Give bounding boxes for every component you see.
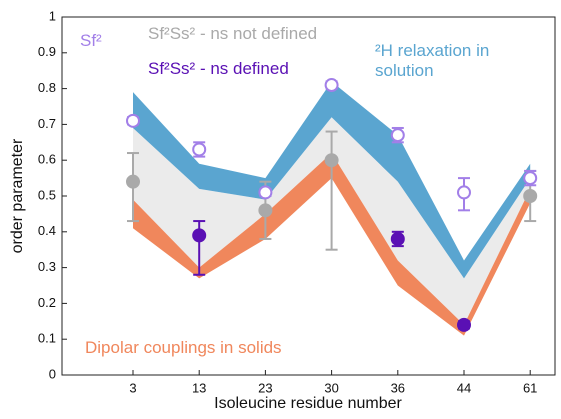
point [258, 185, 273, 200]
x-axis-label: Isoleucine residue number [214, 395, 402, 412]
legend-label: Dipolar couplings in solids [85, 338, 282, 357]
legend-entry: Sf²Ss² - ns not defined [148, 24, 318, 43]
x-tick-label: 30 [324, 380, 338, 395]
legend-entry: Sf²Ss² - ns defined [148, 59, 289, 78]
y-tick-label: 0 [49, 366, 56, 381]
y-tick-label: 0.7 [38, 116, 56, 131]
y-tick-label: 0.5 [38, 187, 56, 202]
y-tick-label: 0.9 [38, 44, 56, 59]
band [133, 81, 531, 279]
point [523, 189, 538, 203]
x-tick-label: 36 [391, 380, 405, 395]
legend-entry: ²H relaxation in solution [375, 41, 490, 80]
y-axis-label: order parameter [9, 138, 26, 253]
legend-entry: Sf² [80, 31, 102, 50]
x-tick-label: 44 [457, 380, 471, 395]
y-tick-label: 0.6 [38, 152, 56, 167]
x-tick-label: 23 [258, 380, 272, 395]
x-tick-label: 13 [192, 380, 206, 395]
legend-label: Sf²Ss² - ns defined [148, 59, 289, 78]
gap-fill [133, 117, 531, 325]
x-tick-label: 3 [129, 380, 136, 395]
point [126, 174, 140, 189]
point [324, 78, 339, 93]
point [457, 185, 471, 200]
y-tick-label: 0.2 [38, 295, 56, 310]
y-tick-label: 0.1 [38, 331, 56, 346]
point [523, 171, 538, 186]
point [390, 231, 405, 246]
point [192, 228, 207, 243]
point [192, 142, 207, 157]
point [324, 153, 339, 168]
legend-label: Sf²Ss² - ns not defined [148, 24, 318, 43]
legend-entry: Dipolar couplings in solids [85, 338, 282, 357]
legend-label: Sf² [80, 31, 102, 50]
y-tick-label: 0.3 [38, 259, 56, 274]
y-tick-label: 0.8 [38, 80, 56, 95]
point [390, 128, 405, 143]
y-tick-label: 0.4 [38, 223, 56, 238]
point [126, 113, 140, 128]
y-tick-label: 1 [49, 8, 56, 23]
x-tick-label: 61 [523, 380, 537, 395]
legend-label: ²H relaxation in solution [375, 41, 490, 80]
point [457, 317, 471, 332]
point [258, 203, 273, 218]
